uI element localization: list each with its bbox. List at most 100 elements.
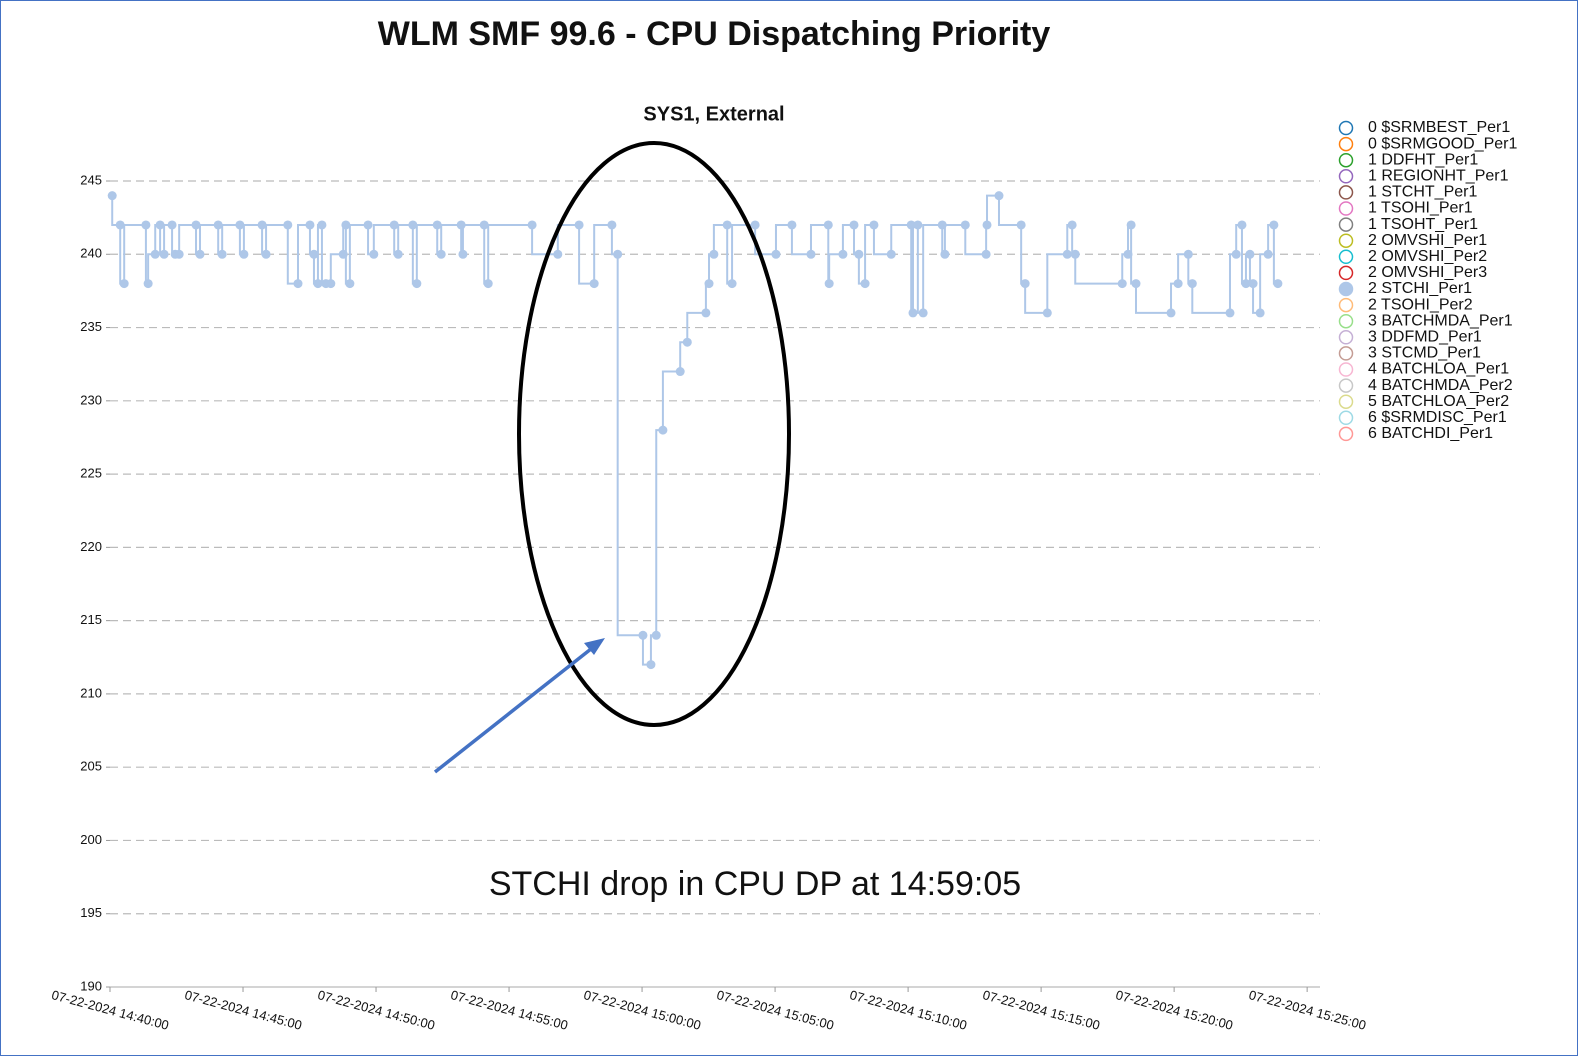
y-tick-label: 240 (80, 246, 102, 261)
legend-marker (1338, 185, 1354, 200)
data-point (345, 279, 355, 289)
legend-marker (1338, 201, 1354, 216)
data-point (341, 220, 351, 230)
legend-label: 1 DDFHT_Per1 (1368, 151, 1478, 168)
data-point (1273, 279, 1283, 289)
legend-marker (1338, 394, 1354, 409)
data-point (217, 249, 227, 259)
data-point (369, 249, 379, 259)
data-point (1183, 249, 1193, 259)
legend-label: 1 STCHT_Per1 (1368, 184, 1477, 201)
data-point (257, 220, 267, 230)
chart-title: WLM SMF 99.6 - CPU Dispatching Priority (378, 15, 1051, 53)
data-point (456, 220, 466, 230)
data-point (824, 279, 834, 289)
y-tick-label: 245 (80, 172, 102, 187)
data-point (918, 308, 928, 318)
data-point (293, 279, 303, 289)
data-point (1245, 249, 1255, 259)
data-point (709, 249, 719, 259)
data-point (553, 249, 563, 259)
data-point (1255, 308, 1265, 318)
legend-marker (1338, 330, 1354, 345)
data-point (658, 425, 668, 435)
data-point (1248, 279, 1258, 289)
legend-marker (1338, 426, 1354, 442)
data-point (869, 220, 879, 230)
data-point (982, 220, 992, 230)
legend-marker (1338, 152, 1354, 168)
legend-label: 1 TSOHI_Per1 (1368, 200, 1473, 217)
legend-label: 2 STCHI_Per1 (1368, 280, 1472, 297)
data-point (722, 220, 732, 230)
arrow-head (584, 638, 605, 655)
data-point (1269, 220, 1279, 230)
data-point (1126, 220, 1136, 230)
data-point (675, 367, 685, 377)
data-point (1263, 249, 1273, 259)
y-tick-label: 195 (80, 905, 102, 920)
data-point (994, 191, 1004, 201)
data-point (771, 249, 781, 259)
legend-label: 5 BATCHLOA_Per2 (1368, 393, 1509, 410)
legend-label: 4 BATCHLOA_Per1 (1368, 361, 1509, 378)
data-point (167, 220, 177, 230)
data-point (1231, 249, 1241, 259)
data-point (651, 630, 661, 640)
data-point (886, 249, 896, 259)
data-point (305, 220, 315, 230)
data-point (338, 249, 348, 259)
data-point (1117, 279, 1127, 289)
data-point (326, 279, 336, 289)
data-point (150, 249, 160, 259)
data-point (1131, 279, 1141, 289)
legend-marker (1338, 281, 1354, 297)
data-point (806, 249, 816, 259)
data-point (701, 308, 711, 318)
data-point (838, 249, 848, 259)
data-point (1067, 220, 1077, 230)
data-point (1166, 308, 1176, 318)
data-point (613, 249, 623, 259)
data-point (940, 249, 950, 259)
data-point (408, 220, 418, 230)
legend-label: 2 OMVSHI_Per2 (1368, 248, 1487, 265)
annotation: STCHI drop in CPU DP at 14:59:05 (489, 865, 1021, 903)
legend-label: 0 $SRMBEST_Per1 (1368, 119, 1510, 136)
legend-label: 3 BATCHMDA_Per1 (1368, 312, 1513, 329)
y-tick-label: 235 (80, 319, 102, 334)
data-point (479, 220, 489, 230)
data-point (787, 220, 797, 230)
data-point (1225, 308, 1235, 318)
data-point (913, 220, 923, 230)
legend-label: 2 TSOHI_Per2 (1368, 296, 1473, 313)
data-point (823, 220, 833, 230)
data-point (906, 220, 916, 230)
legend-marker (1338, 136, 1354, 152)
data-point (1187, 279, 1197, 289)
legend-label: 1 TSOHT_Per1 (1368, 216, 1478, 233)
arrow-shaft (433, 643, 598, 774)
legend-marker (1338, 249, 1354, 265)
legend-marker (1338, 410, 1354, 426)
y-tick-label: 205 (80, 759, 102, 774)
data-point (363, 220, 373, 230)
data-point (458, 249, 468, 259)
data-point (937, 220, 947, 230)
legend-label: 4 BATCHMDA_Per2 (1368, 377, 1513, 394)
data-point (309, 249, 319, 259)
data-point (389, 220, 399, 230)
data-point (854, 249, 864, 259)
legend-marker (1338, 313, 1354, 329)
legend-marker (1338, 217, 1354, 232)
legend-marker (1338, 169, 1354, 184)
legend-label: 3 DDFMD_Per1 (1368, 329, 1482, 346)
legend-marker (1338, 233, 1354, 248)
data-point (638, 630, 648, 640)
data-point (283, 220, 293, 230)
data-point (213, 220, 223, 230)
data-point (483, 279, 493, 289)
y-tick-label: 230 (80, 392, 102, 407)
